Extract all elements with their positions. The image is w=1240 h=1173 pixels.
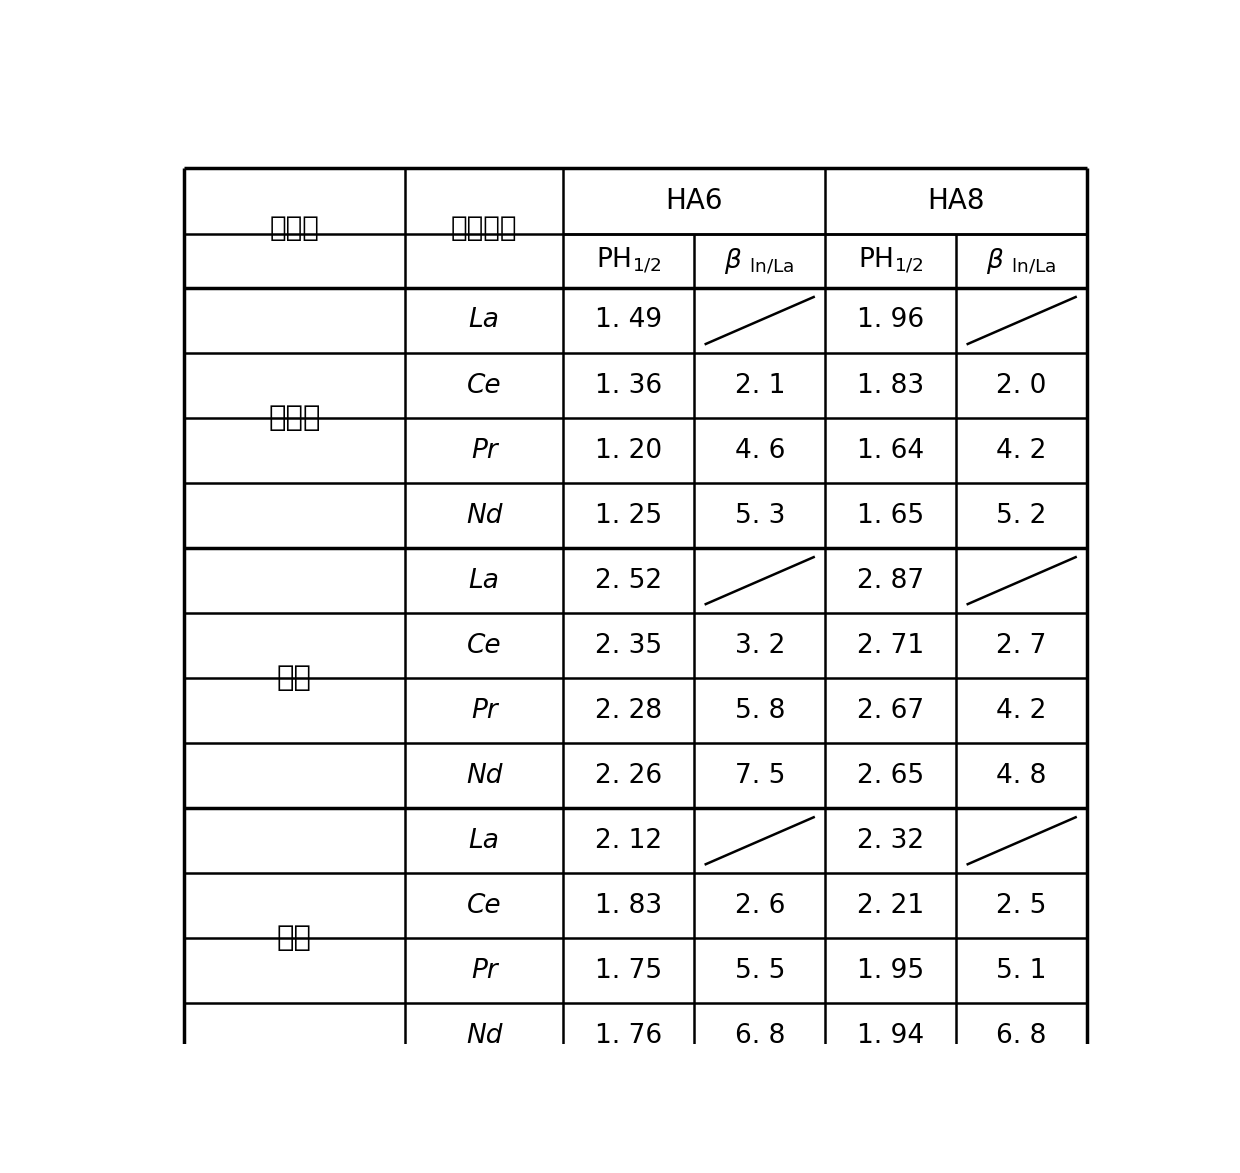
Text: 1. 49: 1. 49 [595,307,662,333]
Text: 1. 36: 1. 36 [595,373,662,399]
Text: Ce: Ce [467,893,501,918]
Text: Pr: Pr [471,698,497,724]
Text: 2. 5: 2. 5 [997,893,1047,918]
Text: La: La [469,307,500,333]
Text: Nd: Nd [466,1023,502,1049]
Text: La: La [469,568,500,594]
Text: 3. 2: 3. 2 [734,632,785,659]
Text: 1. 20: 1. 20 [595,438,662,463]
Text: La: La [469,828,500,854]
Text: 5. 8: 5. 8 [734,698,785,724]
Text: Ce: Ce [467,632,501,659]
Text: 2. 65: 2. 65 [857,762,924,788]
Text: 4. 6: 4. 6 [734,438,785,463]
Text: 2. 87: 2. 87 [857,568,924,594]
Text: 2. 32: 2. 32 [857,828,924,854]
Text: 2. 7: 2. 7 [997,632,1047,659]
Text: PH$_{1/2}$: PH$_{1/2}$ [596,246,661,276]
Text: 1. 83: 1. 83 [857,373,924,399]
Text: 4. 8: 4. 8 [997,762,1047,788]
Text: 7. 5: 7. 5 [734,762,785,788]
Text: 煤油: 煤油 [277,924,312,952]
Text: PH$_{1/2}$: PH$_{1/2}$ [858,246,924,276]
Text: 2. 71: 2. 71 [857,632,924,659]
Text: 5. 1: 5. 1 [997,958,1047,984]
Text: 1. 83: 1. 83 [595,893,662,918]
Text: 2. 35: 2. 35 [595,632,662,659]
Text: $\beta$ $_{\mathregular{ln/La}}$: $\beta$ $_{\mathregular{ln/La}}$ [987,246,1056,276]
Text: Nd: Nd [466,762,502,788]
Text: 2. 12: 2. 12 [595,828,662,854]
Text: 1. 96: 1. 96 [857,307,924,333]
Text: 4. 2: 4. 2 [997,698,1047,724]
Text: 5. 5: 5. 5 [734,958,785,984]
Text: HA6: HA6 [666,187,723,215]
Text: 1. 76: 1. 76 [595,1023,662,1049]
Text: 2. 6: 2. 6 [734,893,785,918]
Text: 稀土种类: 稀土种类 [451,213,517,242]
Text: Ce: Ce [467,373,501,399]
Text: 2. 26: 2. 26 [595,762,662,788]
Text: 1. 94: 1. 94 [857,1023,924,1049]
Text: 正庚烷: 正庚烷 [268,404,321,432]
Text: 1. 64: 1. 64 [857,438,924,463]
Text: 5. 3: 5. 3 [734,502,785,529]
Text: 1. 65: 1. 65 [857,502,924,529]
Text: 甲苯: 甲苯 [277,664,312,692]
Text: 2. 67: 2. 67 [857,698,924,724]
Text: Pr: Pr [471,438,497,463]
Text: 1. 95: 1. 95 [857,958,924,984]
Text: 2. 28: 2. 28 [595,698,662,724]
Text: 2. 21: 2. 21 [857,893,924,918]
Text: 6. 8: 6. 8 [734,1023,785,1049]
Text: 稀释剂: 稀释剂 [269,213,320,242]
Text: HA8: HA8 [928,187,985,215]
Text: 2. 1: 2. 1 [734,373,785,399]
Text: 6. 8: 6. 8 [997,1023,1047,1049]
Text: 4. 2: 4. 2 [997,438,1047,463]
Text: $\beta$ $_{\mathregular{ln/La}}$: $\beta$ $_{\mathregular{ln/La}}$ [724,246,795,276]
Text: 5. 2: 5. 2 [997,502,1047,529]
Text: 2. 0: 2. 0 [997,373,1047,399]
Text: 2. 52: 2. 52 [595,568,662,594]
Text: Pr: Pr [471,958,497,984]
Text: 1. 25: 1. 25 [595,502,662,529]
Text: 1. 75: 1. 75 [595,958,662,984]
Text: Nd: Nd [466,502,502,529]
